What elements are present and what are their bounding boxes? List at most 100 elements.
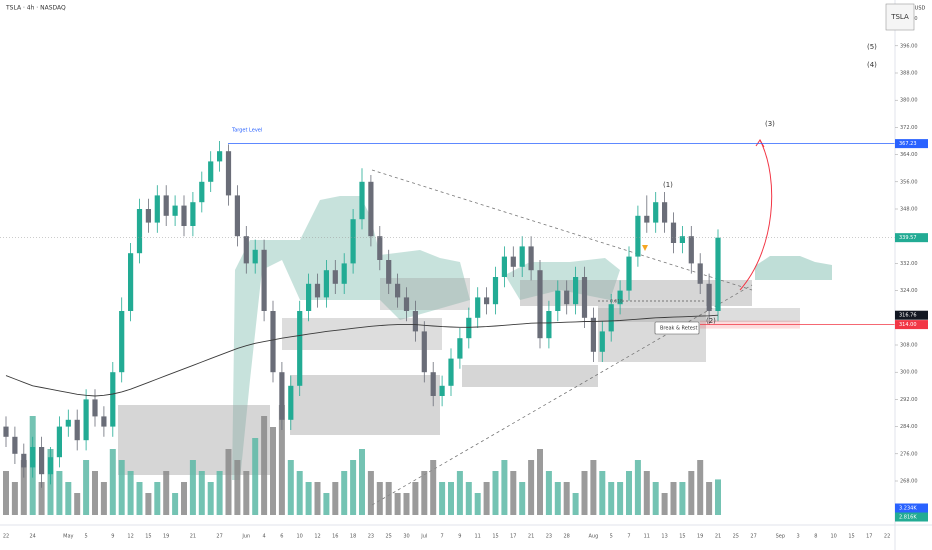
- x-tick-label: 10: [297, 534, 303, 540]
- y-tick-label: 372.00: [900, 125, 918, 131]
- x-tick-label: 21: [528, 534, 534, 540]
- x-tick-label: 15: [145, 534, 151, 540]
- candle-body: [546, 311, 552, 339]
- volume-bar: [697, 460, 704, 515]
- volume-bar: [670, 482, 677, 515]
- volume-bar: [715, 479, 721, 515]
- candle-body: [30, 447, 36, 468]
- x-tick-label: 6: [280, 534, 283, 540]
- volume-bar: [439, 482, 446, 515]
- x-tick-label: 23: [368, 534, 374, 540]
- volume-bar: [314, 482, 321, 515]
- volume-bar: [643, 471, 650, 515]
- price-badge: [895, 233, 928, 243]
- volume-bar: [403, 493, 410, 515]
- volume-bar: [528, 460, 535, 515]
- x-tick-label: 22: [3, 534, 9, 540]
- x-tick-label: 27: [216, 534, 222, 540]
- candle-body: [626, 256, 632, 291]
- annotation: Target Level: [231, 128, 262, 134]
- x-tick-label: 13: [661, 534, 667, 540]
- y-tick-label: 364.00: [900, 152, 918, 158]
- zone: [380, 278, 470, 310]
- volume-bar: [385, 482, 392, 515]
- candle-body: [670, 222, 677, 243]
- candle-body: [83, 399, 89, 441]
- y-tick-label: 348.00: [900, 207, 918, 213]
- candle-body: [332, 270, 338, 284]
- annotation: (1): [663, 181, 673, 189]
- y-tick-label: 332.00: [900, 261, 918, 267]
- candle-body: [3, 426, 9, 437]
- x-tick-label: 16: [332, 534, 338, 540]
- candle-body: [190, 202, 196, 226]
- volume-bar: [136, 482, 143, 515]
- candle-body: [528, 246, 534, 271]
- candle-body: [252, 249, 258, 264]
- trendline: [371, 169, 753, 291]
- y-tick-label: 276.00: [900, 451, 918, 457]
- candle-body: [395, 283, 401, 298]
- price-badge-label: 316.76: [899, 313, 917, 319]
- candle-body: [279, 372, 285, 420]
- volume-bar: [198, 471, 205, 515]
- x-tick-label: 4: [263, 534, 266, 540]
- volume-bar: [617, 482, 624, 515]
- volume-bar: [118, 460, 125, 515]
- price-badge: [895, 320, 928, 330]
- volume-bar: [608, 482, 615, 515]
- candle-body: [457, 338, 463, 359]
- candle-body: [154, 195, 160, 223]
- x-tick-label: 21: [715, 534, 721, 540]
- x-tick-label: 15: [848, 534, 854, 540]
- volume-bar: [252, 438, 259, 515]
- volume-bar: [554, 482, 561, 515]
- volume-bar: [56, 471, 63, 515]
- volume-bar: [296, 471, 303, 515]
- volume-bar: [109, 449, 116, 515]
- candle-body: [403, 297, 410, 311]
- x-tick-label: 19: [163, 534, 169, 540]
- volume-bar: [545, 471, 552, 515]
- y-tick-label: 396.00: [900, 43, 918, 49]
- volume-bar: [492, 471, 499, 515]
- candle-body: [635, 215, 641, 257]
- volume-bar: [537, 449, 543, 515]
- currency: USD: [915, 6, 926, 12]
- overlay: Target Level (1) (2) (3) (4) (5) Break & Retes…: [0, 43, 895, 335]
- callout-box: [654, 321, 700, 335]
- price-badge-label: 314.00: [899, 322, 917, 328]
- cloud: [755, 256, 832, 280]
- candle-body: [573, 277, 579, 305]
- candle-body: [306, 283, 312, 311]
- volume-bar: [74, 493, 81, 515]
- price-badge: [895, 310, 928, 320]
- candle-body: [679, 236, 685, 243]
- x-tick-label: 12: [127, 534, 133, 540]
- volume-bar: [519, 482, 526, 515]
- annotation: (4): [867, 61, 877, 69]
- cloud: [232, 196, 470, 480]
- candle-body: [359, 181, 365, 220]
- candle-body: [47, 457, 54, 475]
- volume-bar: [350, 460, 357, 515]
- annotation: 0.618: [610, 299, 623, 305]
- candle-body: [448, 358, 454, 386]
- candle-body: [377, 236, 383, 260]
- projection-arrow: [739, 139, 773, 291]
- x-tick-label: 22: [884, 534, 890, 540]
- volume-bar: [100, 482, 107, 515]
- candle-body: [599, 331, 605, 352]
- x-tick-label: 18: [350, 534, 356, 540]
- y-tick-label: 324.00: [900, 288, 918, 294]
- candle-body: [466, 317, 472, 339]
- volume-bar: [572, 493, 579, 515]
- candle-body: [217, 151, 223, 162]
- volume-bar: [359, 449, 365, 515]
- annotation: (3): [765, 120, 775, 128]
- x-tick-label: 11: [644, 534, 650, 540]
- x-tick-label: Jun: [241, 534, 250, 540]
- volume-bar: [261, 416, 268, 515]
- x-tick-label: 12: [314, 534, 320, 540]
- volume-bar: [11, 482, 18, 515]
